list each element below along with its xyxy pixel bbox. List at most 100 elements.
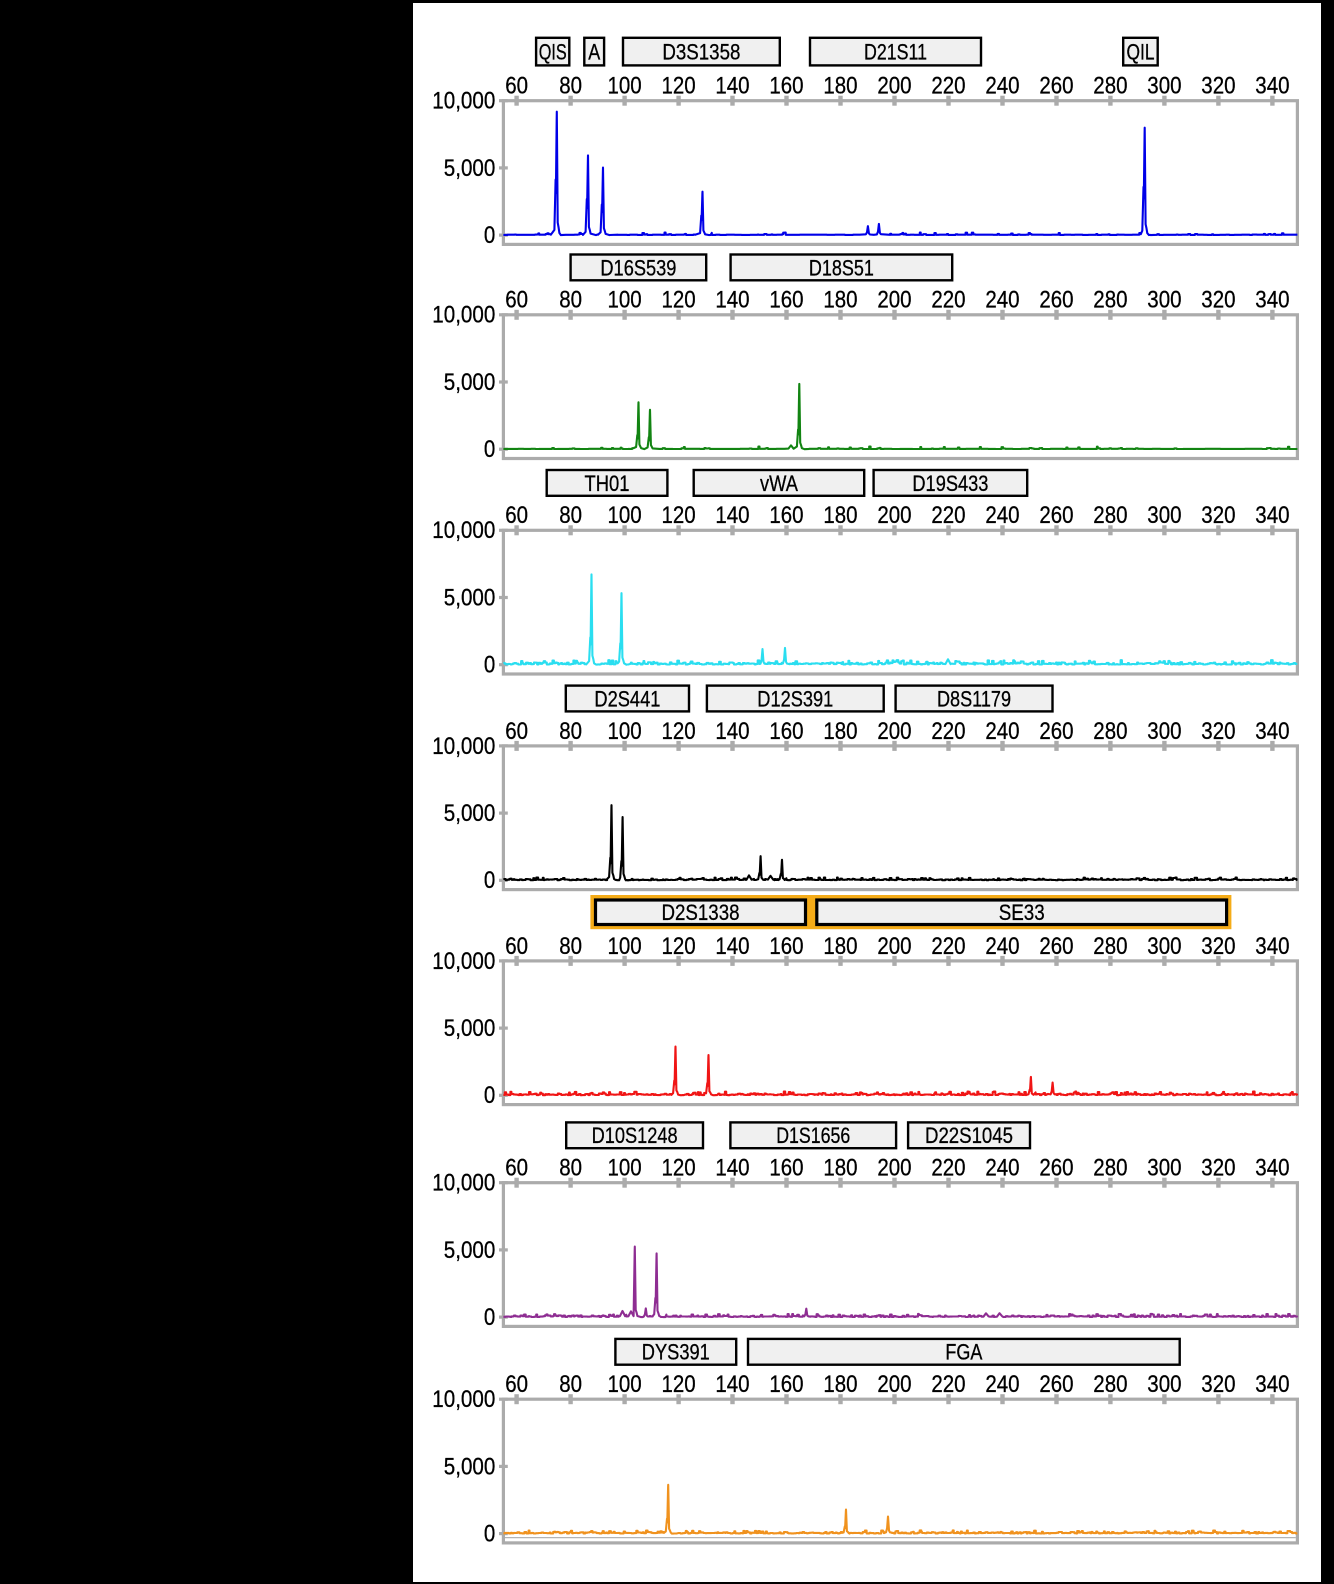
svg-text:60: 60 (505, 502, 528, 529)
svg-text:160: 160 (769, 933, 803, 960)
svg-text:340: 340 (1255, 1155, 1289, 1182)
svg-text:60: 60 (505, 1371, 528, 1398)
svg-text:100: 100 (608, 933, 642, 960)
svg-text:220: 220 (931, 502, 965, 529)
svg-text:140: 140 (715, 73, 749, 100)
svg-text:100: 100 (608, 1371, 642, 1398)
svg-text:D2S1338: D2S1338 (662, 900, 740, 925)
svg-text:5,000: 5,000 (444, 1237, 496, 1264)
svg-text:220: 220 (931, 933, 965, 960)
svg-text:300: 300 (1147, 1371, 1181, 1398)
svg-text:D10S1248: D10S1248 (592, 1123, 678, 1148)
svg-text:0: 0 (484, 652, 495, 679)
svg-text:300: 300 (1147, 502, 1181, 529)
svg-text:300: 300 (1147, 73, 1181, 100)
svg-text:0: 0 (484, 1304, 495, 1331)
svg-text:D18S51: D18S51 (809, 255, 874, 280)
svg-text:280: 280 (1093, 287, 1127, 314)
svg-text:5,000: 5,000 (444, 800, 496, 827)
svg-text:5,000: 5,000 (444, 1015, 496, 1042)
svg-text:200: 200 (877, 502, 911, 529)
svg-text:160: 160 (769, 287, 803, 314)
svg-text:80: 80 (559, 287, 582, 314)
svg-text:100: 100 (608, 1155, 642, 1182)
svg-text:320: 320 (1201, 502, 1235, 529)
svg-text:220: 220 (931, 1371, 965, 1398)
svg-text:80: 80 (559, 933, 582, 960)
svg-text:340: 340 (1255, 73, 1289, 100)
svg-text:140: 140 (715, 933, 749, 960)
svg-text:0: 0 (484, 1082, 495, 1109)
svg-text:60: 60 (505, 287, 528, 314)
svg-text:FGA: FGA (945, 1340, 982, 1365)
svg-text:10,000: 10,000 (432, 1170, 495, 1197)
svg-text:D1S1656: D1S1656 (776, 1123, 850, 1148)
svg-text:220: 220 (931, 73, 965, 100)
svg-text:D8S1179: D8S1179 (937, 686, 1011, 711)
svg-text:340: 340 (1255, 1371, 1289, 1398)
svg-text:D12S391: D12S391 (757, 686, 833, 711)
svg-text:340: 340 (1255, 933, 1289, 960)
svg-text:QIS: QIS (539, 40, 567, 65)
svg-text:60: 60 (505, 718, 528, 745)
svg-text:160: 160 (769, 502, 803, 529)
svg-text:300: 300 (1147, 933, 1181, 960)
svg-text:240: 240 (985, 933, 1019, 960)
svg-text:260: 260 (1039, 933, 1073, 960)
svg-text:140: 140 (715, 1371, 749, 1398)
svg-text:D22S1045: D22S1045 (925, 1123, 1013, 1148)
svg-text:5,000: 5,000 (444, 1453, 496, 1480)
svg-text:340: 340 (1255, 502, 1289, 529)
svg-text:220: 220 (931, 287, 965, 314)
svg-text:D2S441: D2S441 (594, 686, 660, 711)
svg-text:QIL: QIL (1127, 40, 1155, 65)
svg-text:100: 100 (608, 502, 642, 529)
svg-text:80: 80 (559, 1155, 582, 1182)
svg-text:140: 140 (715, 502, 749, 529)
svg-text:160: 160 (769, 718, 803, 745)
svg-text:120: 120 (662, 502, 696, 529)
svg-text:vWA: vWA (760, 471, 798, 496)
svg-text:120: 120 (662, 933, 696, 960)
svg-text:10,000: 10,000 (432, 88, 495, 115)
svg-text:10,000: 10,000 (432, 948, 495, 975)
svg-text:180: 180 (823, 1155, 857, 1182)
svg-text:D21S11: D21S11 (864, 40, 927, 65)
svg-text:SE33: SE33 (999, 900, 1045, 925)
svg-text:180: 180 (823, 1371, 857, 1398)
svg-text:80: 80 (559, 502, 582, 529)
svg-text:DYS391: DYS391 (642, 1340, 710, 1365)
svg-text:260: 260 (1039, 1371, 1073, 1398)
svg-text:100: 100 (608, 73, 642, 100)
svg-text:200: 200 (877, 73, 911, 100)
svg-text:0: 0 (484, 1521, 495, 1548)
svg-text:5,000: 5,000 (444, 155, 496, 182)
svg-text:240: 240 (985, 1371, 1019, 1398)
svg-text:260: 260 (1039, 287, 1073, 314)
svg-text:140: 140 (715, 1155, 749, 1182)
svg-text:120: 120 (662, 287, 696, 314)
svg-text:10,000: 10,000 (432, 302, 495, 329)
svg-text:340: 340 (1255, 287, 1289, 314)
svg-text:340: 340 (1255, 718, 1289, 745)
svg-text:100: 100 (608, 718, 642, 745)
svg-text:240: 240 (985, 502, 1019, 529)
svg-text:220: 220 (931, 718, 965, 745)
svg-text:60: 60 (505, 1155, 528, 1182)
svg-text:60: 60 (505, 933, 528, 960)
svg-text:240: 240 (985, 1155, 1019, 1182)
svg-text:320: 320 (1201, 287, 1235, 314)
svg-text:5,000: 5,000 (444, 369, 496, 396)
svg-text:180: 180 (823, 287, 857, 314)
svg-text:10,000: 10,000 (432, 517, 495, 544)
svg-text:300: 300 (1147, 287, 1181, 314)
svg-text:10,000: 10,000 (432, 1386, 495, 1413)
svg-text:D16S539: D16S539 (600, 255, 676, 280)
svg-text:200: 200 (877, 1155, 911, 1182)
svg-text:280: 280 (1093, 933, 1127, 960)
svg-text:120: 120 (662, 1371, 696, 1398)
svg-text:200: 200 (877, 1371, 911, 1398)
svg-text:80: 80 (559, 718, 582, 745)
svg-text:260: 260 (1039, 1155, 1073, 1182)
svg-text:140: 140 (715, 718, 749, 745)
